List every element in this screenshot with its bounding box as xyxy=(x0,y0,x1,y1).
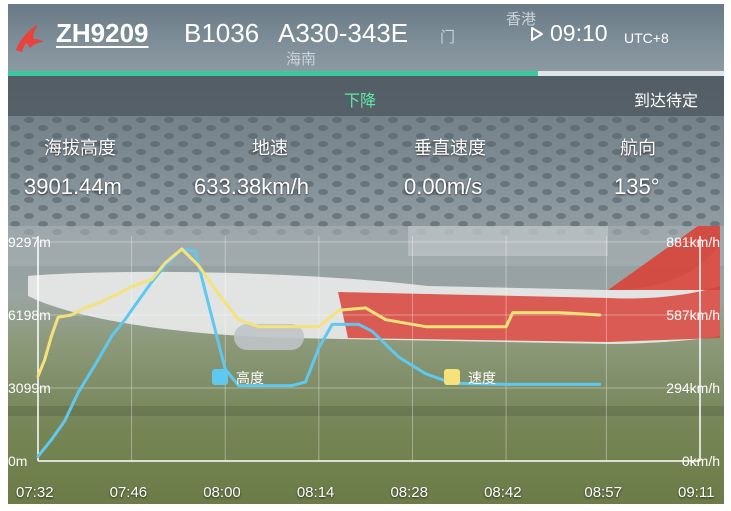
right-axis-tick-label: 294km/h xyxy=(666,380,720,396)
left-axis-tick-label: 3099m xyxy=(8,380,51,396)
heading-value: 135° xyxy=(614,174,660,199)
x-axis-tick-label: 08:57 xyxy=(584,484,622,501)
map-label: 香港 xyxy=(506,10,537,28)
timezone-label: UTC+8 xyxy=(624,30,669,46)
left-axis-tick-label: 0m xyxy=(8,453,27,469)
left-axis-tick-label: 9297m xyxy=(8,234,51,250)
x-axis-tick-label: 09:11 xyxy=(678,484,715,501)
right-axis-tick-label: 587km/h xyxy=(666,307,720,323)
legend-label: 速度 xyxy=(468,370,496,386)
flight-progress-track xyxy=(8,71,724,76)
altitude-value: 3901.44m xyxy=(24,174,122,199)
right-axis-tick-label: 881km/h xyxy=(666,234,720,250)
left-axis-tick-label: 6198m xyxy=(8,307,51,323)
map-label: 门 xyxy=(440,28,456,46)
current-time: 09:10 xyxy=(550,20,608,46)
legend-swatch xyxy=(444,369,460,385)
x-axis-tick-label: 08:14 xyxy=(296,484,335,501)
aircraft-type-label: A330-343E xyxy=(278,18,409,48)
series-line-speed xyxy=(36,247,602,378)
ground-speed-label: 地速 xyxy=(252,138,288,159)
heading-label: 航向 xyxy=(620,138,656,159)
vertical-speed-label: 垂直速度 xyxy=(414,138,486,159)
right-axis-tick-label: 0km/h xyxy=(682,453,720,469)
airline-logo-icon xyxy=(16,24,44,52)
x-axis-tick-label: 08:42 xyxy=(484,484,522,501)
altitude-speed-chart: 9297m 6198m 3099m 0m 881km/h 587km/h 294km/h 0k… xyxy=(8,234,720,469)
x-axis-tick-label: 08:28 xyxy=(390,484,428,501)
ground-speed-value: 633.38km/h xyxy=(194,174,309,199)
x-axis-tick-label: 07:32 xyxy=(16,484,54,501)
legend-swatch xyxy=(212,369,228,385)
arrival-status: 到达待定 xyxy=(634,91,699,110)
header-bar: 香港 海南 门 ZH9209 B1036 A330-343E 09:10 UTC… xyxy=(8,4,724,76)
play-icon[interactable] xyxy=(530,26,544,42)
registration-label: B1036 xyxy=(184,18,260,48)
flight-progress-fill xyxy=(8,71,538,76)
altitude-label: 海拔高度 xyxy=(44,138,116,159)
legend-label: 高度 xyxy=(236,370,264,386)
flight-chart-panel: 下降 到达待定 海拔高度 地速 垂直速度 航向 3901.44m 633.38k… xyxy=(8,76,724,504)
vertical-speed-value: 0.00m/s xyxy=(404,174,483,199)
phase-bar: 下降 到达待定 xyxy=(8,76,724,116)
flight-number-link[interactable]: ZH9209 xyxy=(56,18,149,48)
x-axis-tick-label: 07:46 xyxy=(109,484,148,501)
x-axis-tick-label: 08:00 xyxy=(203,484,241,501)
flight-phase: 下降 xyxy=(344,91,377,110)
map-label: 海南 xyxy=(286,50,317,68)
